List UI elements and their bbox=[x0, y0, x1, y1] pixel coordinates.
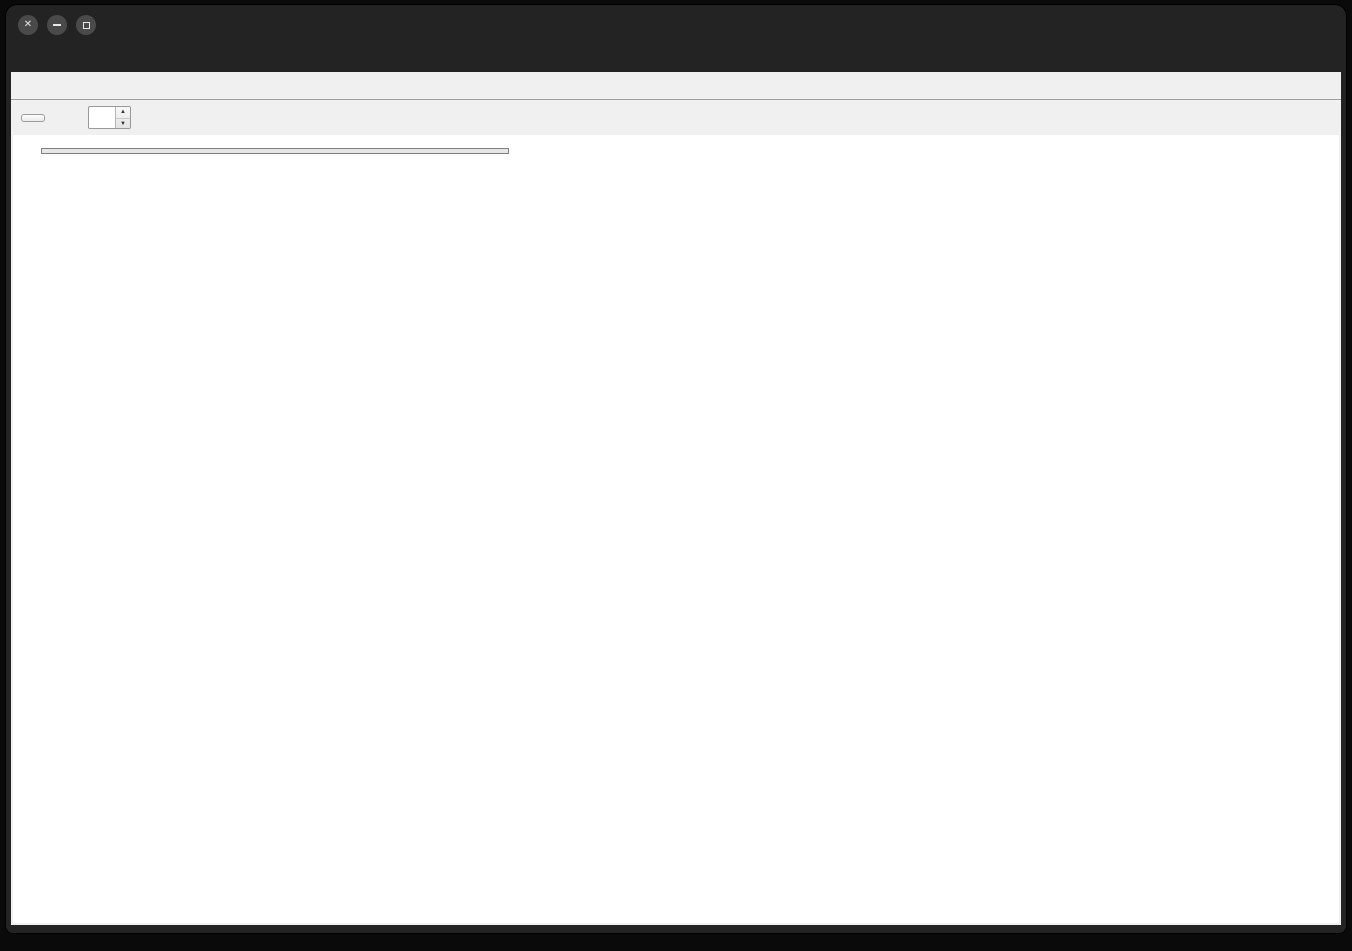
spin-buttons: ▲ ▼ bbox=[115, 107, 130, 128]
menu-bar bbox=[6, 45, 1346, 72]
maximize-button[interactable] bbox=[76, 15, 96, 35]
maximize-icon bbox=[82, 21, 90, 29]
stacked-diagrams-control: ▲ ▼ bbox=[81, 106, 131, 129]
content: ▲ ▼ bbox=[11, 72, 1341, 925]
chart-area bbox=[13, 135, 1339, 923]
close-button[interactable]: ✕ bbox=[18, 15, 38, 35]
tab-bar bbox=[11, 72, 1341, 100]
title-bar: ✕ bbox=[6, 5, 1346, 45]
stacked-diagrams-spinbox[interactable]: ▲ ▼ bbox=[88, 106, 131, 129]
stacked-diagrams-value bbox=[89, 107, 115, 128]
chart-legend bbox=[41, 148, 509, 154]
close-icon: ✕ bbox=[23, 19, 33, 30]
window-controls: ✕ bbox=[18, 15, 105, 35]
spin-up-button[interactable]: ▲ bbox=[116, 107, 130, 119]
bottom-strip bbox=[0, 934, 1352, 951]
export-as-button[interactable] bbox=[21, 113, 45, 122]
minimize-icon bbox=[53, 24, 61, 26]
memory-chart-plot[interactable] bbox=[37, 143, 1269, 865]
toolbar: ▲ ▼ bbox=[11, 100, 1341, 135]
minimize-button[interactable] bbox=[47, 15, 67, 35]
app-window: ✕ ▲ ▼ bbox=[5, 4, 1347, 934]
spin-down-button[interactable]: ▼ bbox=[120, 120, 126, 127]
